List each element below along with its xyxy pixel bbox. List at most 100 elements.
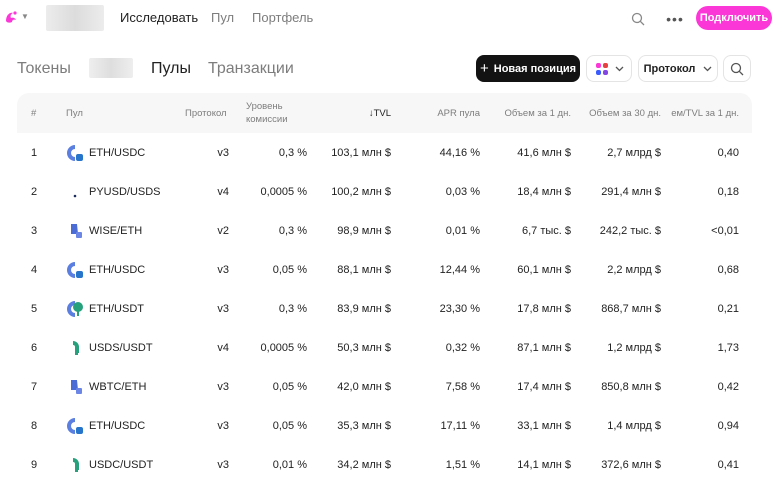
table-row[interactable]: 6 USDS/USDT v4 0,0005 % 50,3 млн $ 0,32 % 87,1… [17,328,752,367]
network-selector[interactable] [586,55,632,82]
table-header: # Пул Протокол Уровень комиссии ↓TVL APR… [17,93,752,133]
protocol-filter[interactable]: Протокол [638,55,718,82]
row-number: 1 [31,147,38,159]
pyusd-usds-pair-icon [66,183,84,201]
connect-button[interactable]: Подключить [696,6,772,30]
pool-apr: 0,01 % [445,225,480,237]
pool-pair[interactable]: USDS/USDT [89,342,153,354]
pool-tvl: 50,3 млн $ [337,342,391,354]
nav-pool[interactable]: Пул [211,10,235,25]
pool-vol-tvl-ratio: 0,40 [717,147,739,159]
table-row[interactable]: 5 ETH/USDT v3 0,3 % 83,9 млн $ 23,30 % 17,8 мл… [17,289,752,328]
top-nav: ▼ Исследовать Пул Портфель ••• Подключит… [0,0,775,36]
pool-fee: 0,05 % [272,420,307,432]
pool-pair[interactable]: ETH/USDC [89,147,146,159]
usds-usdt-pair-icon [66,339,84,357]
pool-pair[interactable]: WBTC/ETH [89,381,147,393]
pool-tvl: 34,2 млн $ [337,459,391,471]
pool-pair[interactable]: ETH/USDC [89,420,146,432]
pool-tvl: 98,9 млн $ [337,225,391,237]
all-networks-icon [595,62,608,75]
pool-vol-tvl-ratio: 0,41 [717,459,739,471]
pool-volume-1d: 41,6 млн $ [517,147,571,159]
table-row[interactable]: 7 WBTC/ETH v3 0,05 % 42,0 млн $ 7,58 % 17,4 мл… [17,367,752,406]
table-row[interactable]: 2 PYUSD/USDS v4 0,0005 % 100,2 млн $ 0,03 % 18… [17,172,752,211]
chevron-down-icon[interactable]: ▼ [21,12,29,21]
wbtc-eth-pair-icon [66,378,84,396]
pool-volume-30d: 1,4 млрд $ [607,420,661,432]
header-fee-line1[interactable]: Уровень [246,101,283,112]
row-number: 3 [31,225,38,237]
pool-tvl: 103,1 млн $ [331,147,391,159]
table-row[interactable]: 1 ETH/USDC v3 0,3 % 103,1 млн $ 44,16 % 41,6 м… [17,133,752,172]
pool-volume-1d: 17,8 млн $ [517,303,571,315]
pool-protocol: v3 [217,303,229,315]
pool-fee: 0,05 % [272,381,307,393]
pool-fee: 0,3 % [278,147,307,159]
pool-apr: 12,44 % [439,264,480,276]
pool-pair[interactable]: ETH/USDT [89,303,144,315]
search-icon[interactable] [628,9,648,29]
pool-volume-1d: 14,1 млн $ [517,459,571,471]
pool-protocol: v3 [217,381,229,393]
pool-search-button[interactable] [723,55,751,82]
pool-fee: 0,05 % [272,264,307,276]
row-number: 6 [31,342,38,354]
new-position-button[interactable]: + Новая позиция [476,55,580,82]
header-protocol[interactable]: Протокол [185,108,227,119]
pool-fee: 0,01 % [272,459,307,471]
row-number: 2 [31,186,38,198]
pool-fee: 0,3 % [278,303,307,315]
tab-transactions[interactable]: Транзакции [208,60,294,77]
pool-apr: 23,30 % [439,303,480,315]
pool-pair[interactable]: USDC/USDT [89,459,154,471]
nav-explore[interactable]: Исследовать [120,10,199,25]
pool-volume-30d: 242,2 тыс. $ [599,225,661,237]
usdc-usdt-pair-icon [66,456,84,474]
pool-pair[interactable]: PYUSD/USDS [89,186,161,198]
header-tvl[interactable]: ↓TVL [368,108,391,119]
pool-volume-30d: 1,2 млрд $ [607,342,661,354]
pool-tvl: 83,9 млн $ [337,303,391,315]
pool-protocol: v3 [217,264,229,276]
more-icon[interactable]: ••• [666,11,684,27]
tab-tokens[interactable]: Токены [17,60,71,77]
eth-usdc-pair-icon [66,261,84,279]
plus-icon: + [479,60,489,77]
pool-apr: 1,51 % [445,459,480,471]
header-apr[interactable]: APR пула [437,108,480,119]
pool-vol-tvl-ratio: 0,94 [717,420,739,432]
header-vol30[interactable]: Объем за 30 дн. [589,108,661,119]
pool-volume-1d: 17,4 млн $ [517,381,571,393]
pool-vol-tvl-ratio: 0,68 [717,264,739,276]
pools-table: # Пул Протокол Уровень комиссии ↓TVL APR… [17,93,752,478]
table-edge [760,93,775,478]
header-ratio[interactable]: ем/TVL за 1 дн. [671,108,739,119]
pool-pair[interactable]: WISE/ETH [89,225,143,237]
pool-volume-30d: 2,2 млрд $ [607,264,661,276]
table-row[interactable]: 3 WISE/ETH v2 0,3 % 98,9 млн $ 0,01 % 6,7 тыс.… [17,211,752,250]
pool-tvl: 42,0 млн $ [337,381,391,393]
pool-pair[interactable]: ETH/USDC [89,264,146,276]
pool-protocol: v3 [217,459,229,471]
pool-vol-tvl-ratio: 0,21 [717,303,739,315]
pool-fee: 0,0005 % [260,342,307,354]
pool-tvl: 100,2 млн $ [331,186,391,198]
pool-volume-30d: 291,4 млн $ [601,186,661,198]
pool-apr: 0,03 % [445,186,480,198]
table-row[interactable]: 4 ETH/USDC v3 0,05 % 88,1 млн $ 12,44 % 60,1 м… [17,250,752,289]
pool-volume-1d: 87,1 млн $ [517,342,571,354]
pool-protocol: v3 [217,420,229,432]
uniswap-logo-icon[interactable] [3,8,21,26]
row-number: 9 [31,459,38,471]
header-fee-line2[interactable]: комиссии [246,114,288,125]
row-number: 8 [31,420,38,432]
table-row[interactable]: 8 ETH/USDC v3 0,05 % 35,3 млн $ 17,11 % 33,1 м… [17,406,752,445]
pool-vol-tvl-ratio: 1,73 [717,342,739,354]
table-row[interactable]: 9 USDC/USDT v3 0,01 % 34,2 млн $ 1,51 % 14,1 м… [17,445,752,478]
header-vol1[interactable]: Объем за 1 дн. [504,108,571,119]
tab-pools[interactable]: Пулы [151,60,191,77]
header-pool: Пул [66,108,83,119]
nav-portfolio[interactable]: Портфель [252,10,314,25]
wise-eth-pair-icon [66,222,84,240]
